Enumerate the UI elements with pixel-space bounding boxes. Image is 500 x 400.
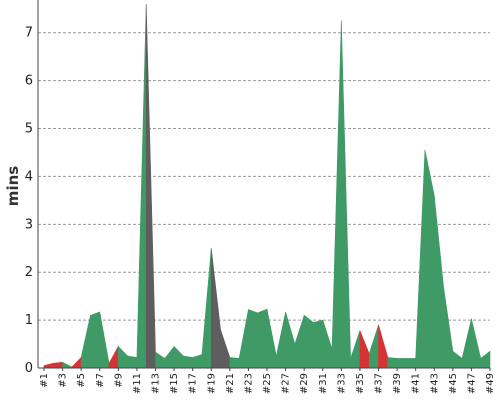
x-tick-label: #35 <box>355 373 366 394</box>
x-tick-label: #45 <box>448 373 459 394</box>
area-segment-build-21 <box>229 357 240 369</box>
area-segment-build-12 <box>145 3 156 369</box>
x-tick-label: #23 <box>243 373 254 394</box>
x-tick-label: #5 <box>76 373 87 388</box>
x-tick-label: #7 <box>95 373 106 388</box>
area-segment-build-23 <box>248 309 259 369</box>
area-segment-build-40 <box>406 358 416 369</box>
area-segment-build-15 <box>173 345 184 369</box>
duration-areas <box>43 3 491 369</box>
y-tick-label: 7 <box>25 26 33 41</box>
area-segment-build-2 <box>52 361 63 369</box>
x-tick-label: #13 <box>151 373 162 394</box>
area-segment-build-17 <box>192 354 203 369</box>
x-tick-label: #43 <box>429 373 440 394</box>
x-tick-label: #11 <box>132 373 143 394</box>
area-segment-build-22 <box>238 309 249 369</box>
x-tick-label: #9 <box>113 373 124 388</box>
x-tick-label: #33 <box>336 373 347 394</box>
x-tick-label: #25 <box>262 373 273 394</box>
area-segment-build-14 <box>164 345 175 369</box>
gridlines <box>38 32 490 321</box>
y-tick-labels: 0 1 2 3 4 5 6 7 <box>25 26 33 376</box>
area-segment-build-11 <box>136 3 147 369</box>
area-segment-build-42 <box>424 150 435 369</box>
x-tick-labels: #1 #3 #5 #7 #9 #11 #13 #15 #17 #19 #21 #23 #25 #27 #29… <box>39 368 496 394</box>
area-segment-build-35 <box>359 330 370 369</box>
area-segment-build-48 <box>480 350 491 369</box>
area-segment-build-45 <box>452 350 463 369</box>
y-tick-label: 4 <box>25 169 33 184</box>
x-tick-label: #39 <box>392 373 403 394</box>
area-segment-build-3 <box>62 361 73 369</box>
area-segment-build-43 <box>433 195 444 369</box>
y-tick-label: 2 <box>25 265 33 280</box>
area-segment-build-28 <box>294 315 305 369</box>
area-segment-build-31 <box>322 320 333 369</box>
y-tick-label: 0 <box>25 361 33 376</box>
area-segment-build-10 <box>127 355 138 369</box>
area-segment-build-41 <box>415 150 426 369</box>
x-tick-label: #41 <box>411 373 422 394</box>
y-tick-label: 1 <box>25 313 33 328</box>
x-tick-label: #15 <box>169 373 180 394</box>
y-axis-title: mins <box>4 166 22 206</box>
area-segment-build-1 <box>43 362 54 369</box>
x-tick-label: #31 <box>318 373 329 394</box>
area-segment-build-20 <box>220 329 231 369</box>
y-tick-label: 6 <box>25 74 33 89</box>
area-segment-build-9 <box>118 345 128 369</box>
area-segment-build-37 <box>378 324 389 369</box>
y-tick-label: 5 <box>25 122 33 137</box>
y-tick-label: 3 <box>25 217 33 232</box>
area-segment-build-36 <box>368 324 379 369</box>
area-segment-build-47 <box>471 318 482 369</box>
x-tick-label: #3 <box>58 373 69 388</box>
x-tick-label: #1 <box>39 373 50 388</box>
area-segment-build-24 <box>257 308 268 369</box>
area-segment-build-18 <box>201 248 212 369</box>
axes <box>37 0 490 369</box>
area-segment-build-13 <box>155 351 166 369</box>
area-segment-build-5 <box>80 315 91 369</box>
area-segment-build-44 <box>443 286 454 369</box>
x-tick-label: #17 <box>188 373 199 394</box>
area-segment-build-34 <box>350 330 361 369</box>
area-segment-build-19 <box>210 248 221 369</box>
area-segment-build-25 <box>266 309 277 369</box>
x-tick-label: #27 <box>281 373 292 394</box>
x-tick-label: #19 <box>206 373 217 394</box>
area-segment-build-29 <box>303 314 314 369</box>
x-tick-label: #49 <box>485 373 496 394</box>
area-segment-build-38 <box>387 357 398 369</box>
area-segment-build-32 <box>331 20 342 369</box>
area-segment-build-4 <box>71 356 82 369</box>
area-segment-build-33 <box>341 20 351 369</box>
x-tick-label: #37 <box>374 373 385 394</box>
x-tick-label: #47 <box>466 373 477 394</box>
area-segment-build-39 <box>396 358 407 369</box>
area-segment-build-30 <box>313 319 324 369</box>
area-segment-build-6 <box>90 311 101 369</box>
x-tick-label: #29 <box>299 373 310 394</box>
area-segment-build-16 <box>183 355 193 369</box>
area-segment-build-8 <box>108 345 119 369</box>
area-segment-build-46 <box>461 318 472 369</box>
x-tick-label: #21 <box>225 373 236 394</box>
